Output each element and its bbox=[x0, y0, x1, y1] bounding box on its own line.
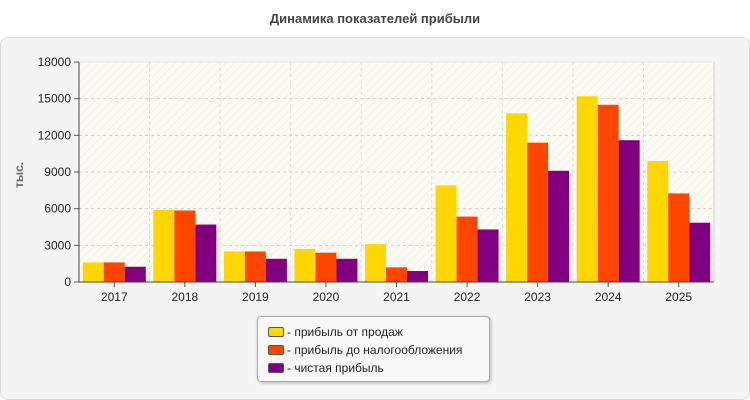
x-tick-label: 2025 bbox=[665, 290, 692, 304]
y-tick-label: 0 bbox=[64, 275, 71, 289]
bar bbox=[315, 252, 337, 282]
bar bbox=[506, 113, 528, 282]
bar bbox=[647, 161, 669, 282]
bar bbox=[153, 209, 175, 282]
y-tick-label: 18000 bbox=[38, 55, 72, 69]
bar bbox=[597, 104, 619, 283]
bar bbox=[548, 170, 570, 282]
bar bbox=[223, 251, 245, 282]
bar bbox=[174, 210, 196, 282]
x-tick-label: 2023 bbox=[524, 290, 551, 304]
bar bbox=[435, 185, 457, 282]
legend-label: - прибыль до налогообложения bbox=[287, 343, 463, 357]
bar bbox=[407, 271, 428, 282]
bar bbox=[244, 251, 266, 282]
x-tick-label: 2021 bbox=[383, 290, 410, 304]
bar bbox=[386, 267, 407, 282]
x-tick-label: 2019 bbox=[242, 290, 269, 304]
legend-swatch bbox=[268, 327, 284, 337]
bar bbox=[477, 229, 499, 282]
y-tick-label: 6000 bbox=[44, 202, 71, 216]
x-tick-label: 2017 bbox=[101, 290, 128, 304]
bar bbox=[124, 266, 146, 282]
legend-item: - прибыль от продаж bbox=[268, 323, 489, 341]
bar bbox=[456, 216, 478, 282]
bar bbox=[365, 244, 386, 282]
bar bbox=[82, 262, 104, 282]
bar bbox=[689, 222, 711, 282]
bar bbox=[336, 258, 358, 282]
bar bbox=[265, 258, 287, 282]
y-tick-label: 3000 bbox=[44, 238, 71, 252]
legend-item: - чистая прибыль bbox=[268, 359, 489, 377]
bar bbox=[668, 193, 690, 282]
legend-item: - прибыль до налогообложения bbox=[268, 341, 489, 359]
chart-legend: - прибыль от продаж - прибыль до налогооб… bbox=[257, 316, 490, 382]
x-tick-label: 2022 bbox=[454, 290, 481, 304]
bar bbox=[195, 224, 217, 282]
bar bbox=[618, 140, 640, 282]
legend-label: - чистая прибыль bbox=[287, 361, 384, 375]
legend-swatch bbox=[268, 345, 284, 355]
y-tick-label: 15000 bbox=[38, 92, 72, 106]
bar bbox=[294, 249, 316, 282]
legend-swatch bbox=[268, 363, 284, 373]
x-tick-label: 2020 bbox=[313, 290, 340, 304]
bar bbox=[527, 142, 549, 282]
bar bbox=[103, 262, 125, 282]
x-tick-label: 2024 bbox=[595, 290, 622, 304]
legend-label: - прибыль от продаж bbox=[287, 325, 403, 339]
chart-title: Динамика показателей прибыли bbox=[269, 11, 481, 26]
bar bbox=[576, 96, 598, 282]
y-tick-label: 9000 bbox=[44, 165, 71, 179]
x-tick-label: 2018 bbox=[171, 290, 198, 304]
y-tick-label: 12000 bbox=[38, 128, 72, 142]
y-axis-title: тыс. bbox=[12, 161, 26, 189]
